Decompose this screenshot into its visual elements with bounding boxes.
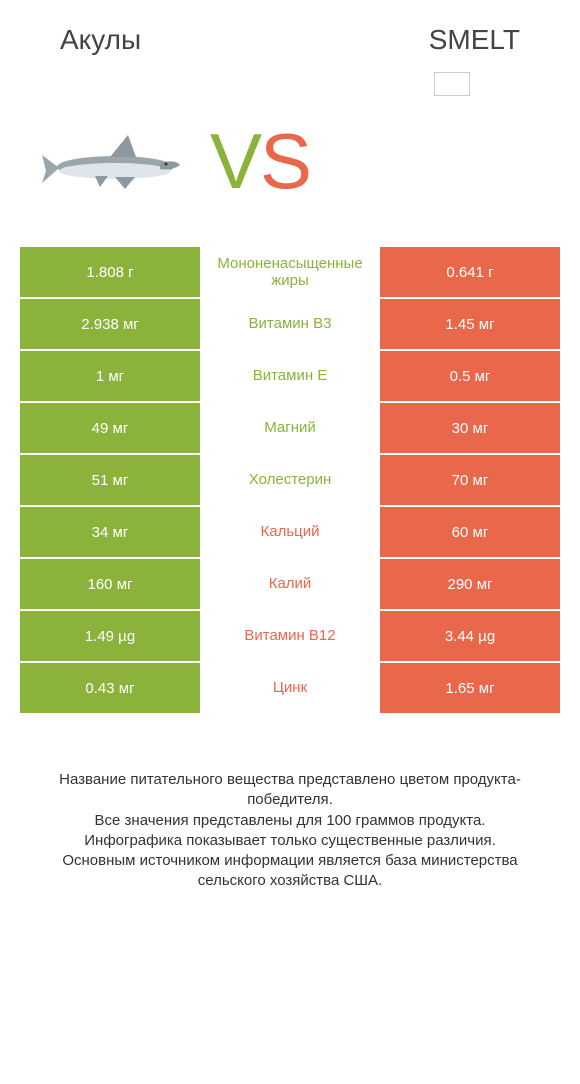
vs-s-letter: S — [260, 116, 310, 207]
left-value-cell: 1 мг — [20, 351, 200, 401]
nutrient-name-cell: Калий — [200, 559, 380, 609]
footnote: Название питательного вещества представл… — [30, 770, 550, 892]
left-value-cell: 49 мг — [20, 403, 200, 453]
table-row: 2.938 мгВитамин B31.45 мг — [20, 299, 560, 351]
table-row: 1.49 µgВитамин B123.44 µg — [20, 611, 560, 663]
vs-v-letter: V — [210, 116, 260, 207]
left-value-cell: 0.43 мг — [20, 663, 200, 713]
footnote-line: Название питательного вещества представл… — [30, 770, 550, 811]
nutrient-name-cell: Кальций — [200, 507, 380, 557]
left-value-cell: 160 мг — [20, 559, 200, 609]
left-value-cell: 1.49 µg — [20, 611, 200, 661]
nutrient-name-cell: Магний — [200, 403, 380, 453]
header: Акулы SMELT — [0, 0, 580, 64]
left-value-cell: 1.808 г — [20, 247, 200, 297]
footnote-line: Инфографика показывает только существенн… — [30, 831, 550, 851]
table-row: 51 мгХолестерин70 мг — [20, 455, 560, 507]
table-row: 0.43 мгЦинк1.65 мг — [20, 663, 560, 715]
table-row: 34 мгКальций60 мг — [20, 507, 560, 559]
table-row: 160 мгКалий290 мг — [20, 559, 560, 611]
left-value-cell: 34 мг — [20, 507, 200, 557]
right-value-cell: 1.65 мг — [380, 663, 560, 713]
left-value-cell: 2.938 мг — [20, 299, 200, 349]
vs-label: VS — [210, 116, 310, 207]
nutrient-name-cell: Мононенасыщенные жиры — [200, 247, 380, 297]
nutrient-name-cell: Витамин B3 — [200, 299, 380, 349]
footnote-line: Основным источником информации является … — [30, 851, 550, 892]
nutrient-name-cell: Цинк — [200, 663, 380, 713]
right-value-cell: 3.44 µg — [380, 611, 560, 661]
right-value-cell: 0.5 мг — [380, 351, 560, 401]
right-value-cell: 70 мг — [380, 455, 560, 505]
right-value-cell: 1.45 мг — [380, 299, 560, 349]
right-value-cell: 30 мг — [380, 403, 560, 453]
nutrient-name-cell: Витамин E — [200, 351, 380, 401]
nutrient-name-cell: Витамин B12 — [200, 611, 380, 661]
left-value-cell: 51 мг — [20, 455, 200, 505]
right-product-title: SMELT — [429, 24, 520, 56]
table-row: 1 мгВитамин E0.5 мг — [20, 351, 560, 403]
right-value-cell: 60 мг — [380, 507, 560, 557]
comparison-table: 1.808 гМононенасыщенные жиры0.641 г2.938… — [20, 247, 560, 715]
right-value-cell: 0.641 г — [380, 247, 560, 297]
right-value-cell: 290 мг — [380, 559, 560, 609]
shark-icon — [40, 127, 200, 197]
placeholder-image-box — [434, 72, 470, 96]
footnote-line: Все значения представлены для 100 граммо… — [30, 811, 550, 831]
nutrient-name-cell: Холестерин — [200, 455, 380, 505]
vs-section: VS — [0, 96, 580, 247]
table-row: 49 мгМагний30 мг — [20, 403, 560, 455]
left-product-title: Акулы — [60, 24, 141, 56]
table-row: 1.808 гМононенасыщенные жиры0.641 г — [20, 247, 560, 299]
